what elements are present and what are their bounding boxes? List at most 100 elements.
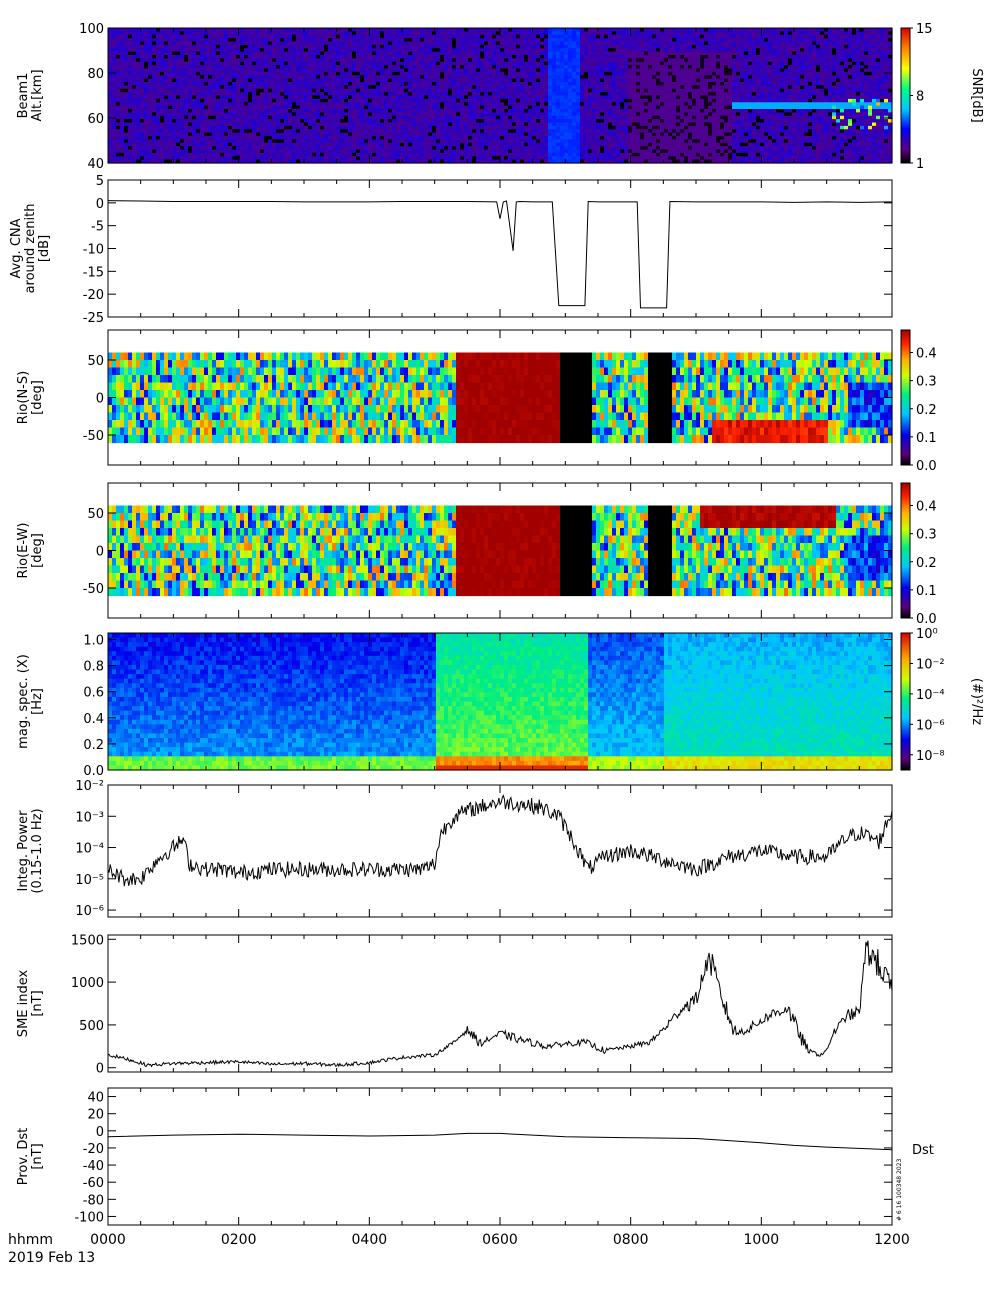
heat-cell xyxy=(400,149,405,154)
heat-cell xyxy=(260,139,265,144)
heat-cell xyxy=(156,75,161,80)
heat-cell xyxy=(384,48,389,53)
heat-cell xyxy=(360,65,365,70)
heat-cell xyxy=(212,122,217,127)
heat-cell xyxy=(232,122,237,127)
heat-cell xyxy=(304,48,309,53)
heat-cell xyxy=(248,78,253,83)
heat-cell xyxy=(564,65,569,70)
heat-cell xyxy=(160,51,165,56)
heat-cell xyxy=(244,38,249,43)
heat-cell xyxy=(432,119,437,124)
heat-cell xyxy=(108,61,113,66)
heat-cell xyxy=(488,71,493,76)
heat-cell xyxy=(308,48,313,53)
heat-cell xyxy=(484,44,489,49)
heat-cell xyxy=(124,112,129,117)
heat-cell xyxy=(504,95,509,100)
heat-cell xyxy=(136,31,141,36)
heat-cell xyxy=(196,28,201,32)
heat-cell xyxy=(572,102,577,107)
heat-cell xyxy=(240,31,245,36)
heat-cell xyxy=(500,109,505,113)
heat-cell xyxy=(348,95,353,100)
heat-cell xyxy=(184,85,189,90)
heat-cell xyxy=(404,102,409,107)
heat-cell xyxy=(312,112,317,117)
heat-cell xyxy=(460,95,465,100)
heat-cell xyxy=(224,51,229,56)
heat-cell xyxy=(160,122,165,127)
heat-cell xyxy=(588,129,593,134)
heat-cell xyxy=(444,71,449,76)
heat-cell xyxy=(268,55,273,59)
heat-cell xyxy=(144,48,149,53)
heat-cell xyxy=(312,109,317,113)
heat-cell xyxy=(248,41,253,46)
heat-cell xyxy=(160,88,165,93)
heat-cell xyxy=(308,95,313,100)
heat-cell xyxy=(324,51,329,56)
heat-cell xyxy=(596,119,601,124)
heat-cell xyxy=(336,132,341,137)
heat-cell xyxy=(504,142,509,147)
heat-cell xyxy=(376,136,381,140)
heat-cell xyxy=(568,102,573,107)
heat-cell xyxy=(252,71,257,76)
heat-cell xyxy=(404,129,409,134)
heat-cell xyxy=(172,44,177,49)
heat-cell xyxy=(160,132,165,137)
heat-cell xyxy=(224,115,229,120)
heat-cell xyxy=(260,159,265,164)
heat-cell xyxy=(528,105,533,110)
heat-cell xyxy=(392,109,397,113)
heat-cell xyxy=(156,68,161,73)
heat-cell xyxy=(572,119,577,124)
heat-cell xyxy=(312,85,317,90)
heat-cell xyxy=(172,78,177,83)
heat-cell xyxy=(288,44,293,49)
heat-cell xyxy=(412,61,417,66)
heat-cell xyxy=(136,41,141,46)
heat-cell xyxy=(572,88,577,93)
heat-cell xyxy=(116,105,121,110)
heat-cell xyxy=(188,75,193,80)
heat-cell xyxy=(528,139,533,144)
heat-cell xyxy=(268,88,273,93)
heat-cell xyxy=(592,44,597,49)
heat-cell xyxy=(144,41,149,46)
heat-cell xyxy=(400,142,405,147)
heat-cell xyxy=(388,115,393,120)
heat-cell xyxy=(156,139,161,144)
heat-cell xyxy=(588,92,593,97)
heat-cell xyxy=(432,125,437,130)
heat-cell xyxy=(552,109,557,113)
heat-cell xyxy=(312,139,317,144)
heat-cell xyxy=(388,61,393,66)
heat-cell xyxy=(276,152,281,157)
heat-cell xyxy=(116,136,121,140)
heat-cell xyxy=(260,102,265,107)
heat-cell xyxy=(292,85,297,90)
heat-cell xyxy=(176,41,181,46)
heat-cell xyxy=(456,28,461,32)
heat-cell xyxy=(508,125,513,130)
heat-cell xyxy=(248,98,253,103)
heat-cell xyxy=(476,142,481,147)
heat-cell xyxy=(128,51,133,56)
heat-cell xyxy=(528,132,533,137)
heat-cell xyxy=(524,55,529,59)
heat-cell xyxy=(588,31,593,36)
heat-cell xyxy=(320,38,325,43)
heat-cell xyxy=(248,125,253,130)
heat-cell xyxy=(508,132,513,137)
heat-cell xyxy=(428,51,433,56)
heat-cell xyxy=(604,34,609,39)
heat-cell xyxy=(476,112,481,117)
heat-cell xyxy=(440,44,445,49)
heat-cell xyxy=(316,34,321,39)
heat-cell xyxy=(420,85,425,90)
heat-cell xyxy=(516,75,521,80)
heat-cell xyxy=(188,149,193,154)
heat-cell xyxy=(384,58,389,63)
